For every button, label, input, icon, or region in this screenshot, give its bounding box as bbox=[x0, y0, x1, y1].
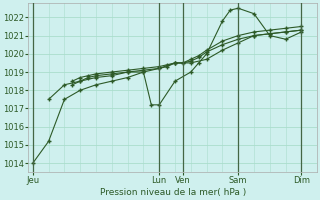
X-axis label: Pression niveau de la mer( hPa ): Pression niveau de la mer( hPa ) bbox=[100, 188, 246, 197]
